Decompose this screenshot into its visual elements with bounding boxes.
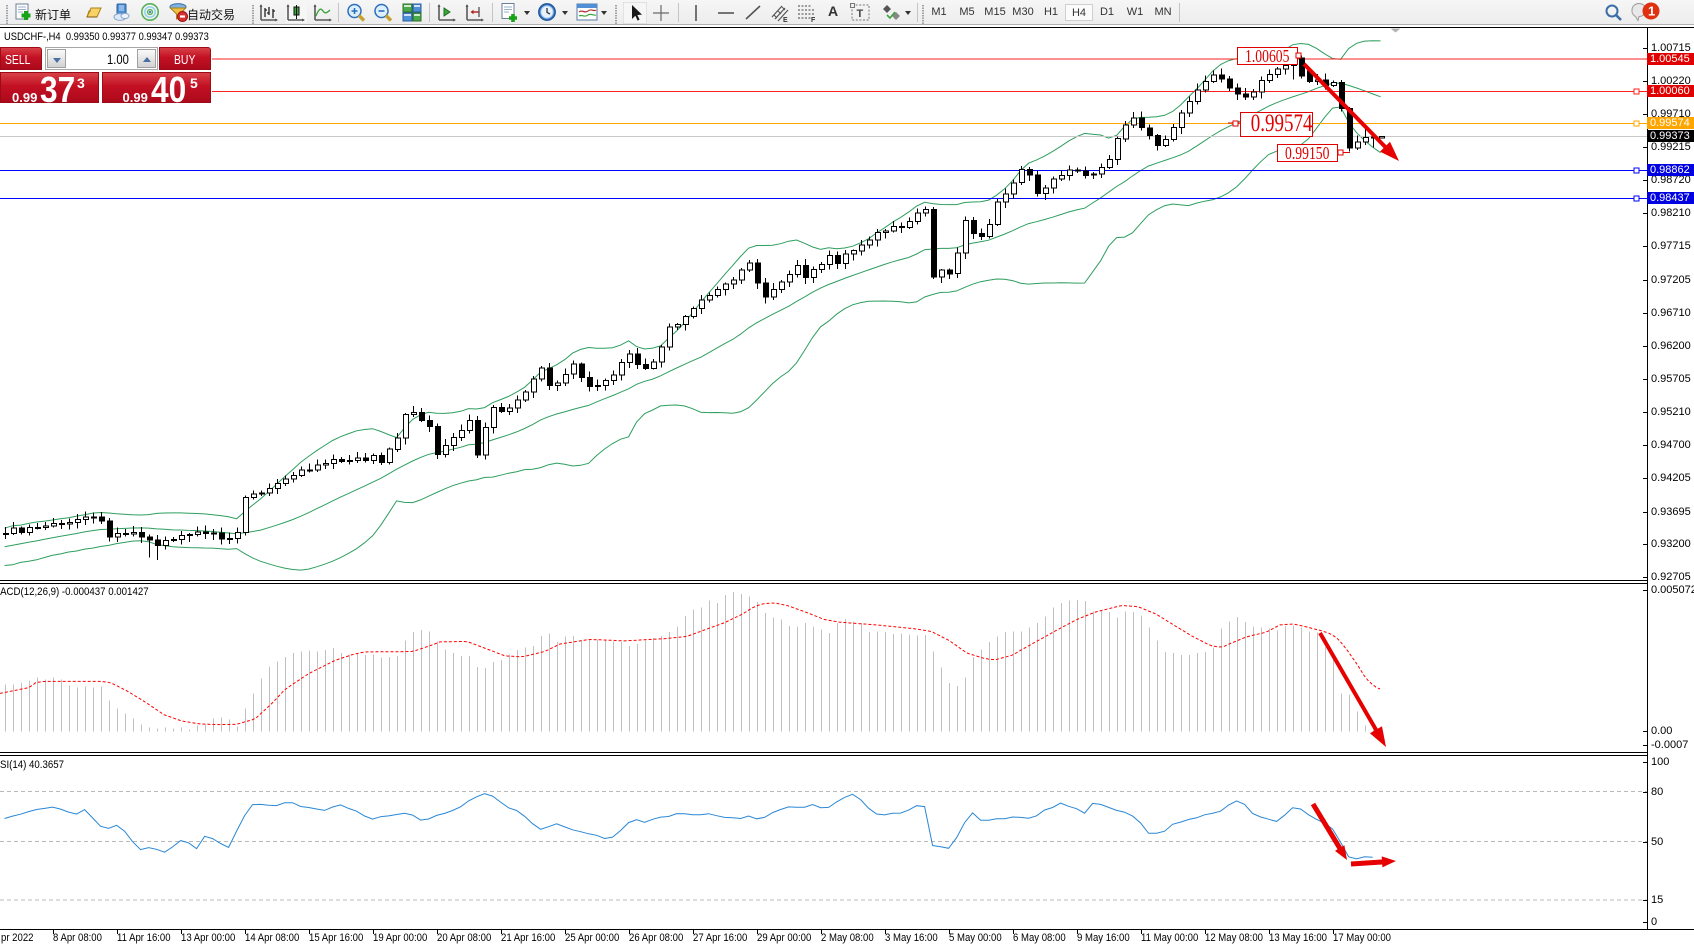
svg-text:E: E (783, 17, 788, 24)
svg-text:T: T (857, 8, 864, 20)
svg-text:F: F (811, 17, 816, 24)
svg-text:1: 1 (1648, 4, 1655, 19)
